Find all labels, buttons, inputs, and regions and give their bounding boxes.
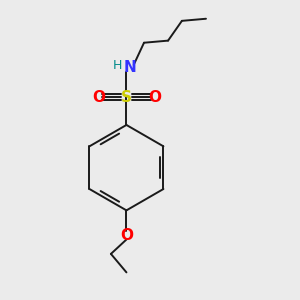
Text: N: N: [124, 60, 136, 75]
Text: S: S: [121, 89, 132, 104]
Text: O: O: [148, 89, 161, 104]
Text: O: O: [92, 89, 105, 104]
Text: H: H: [112, 59, 122, 72]
Text: O: O: [120, 228, 133, 243]
